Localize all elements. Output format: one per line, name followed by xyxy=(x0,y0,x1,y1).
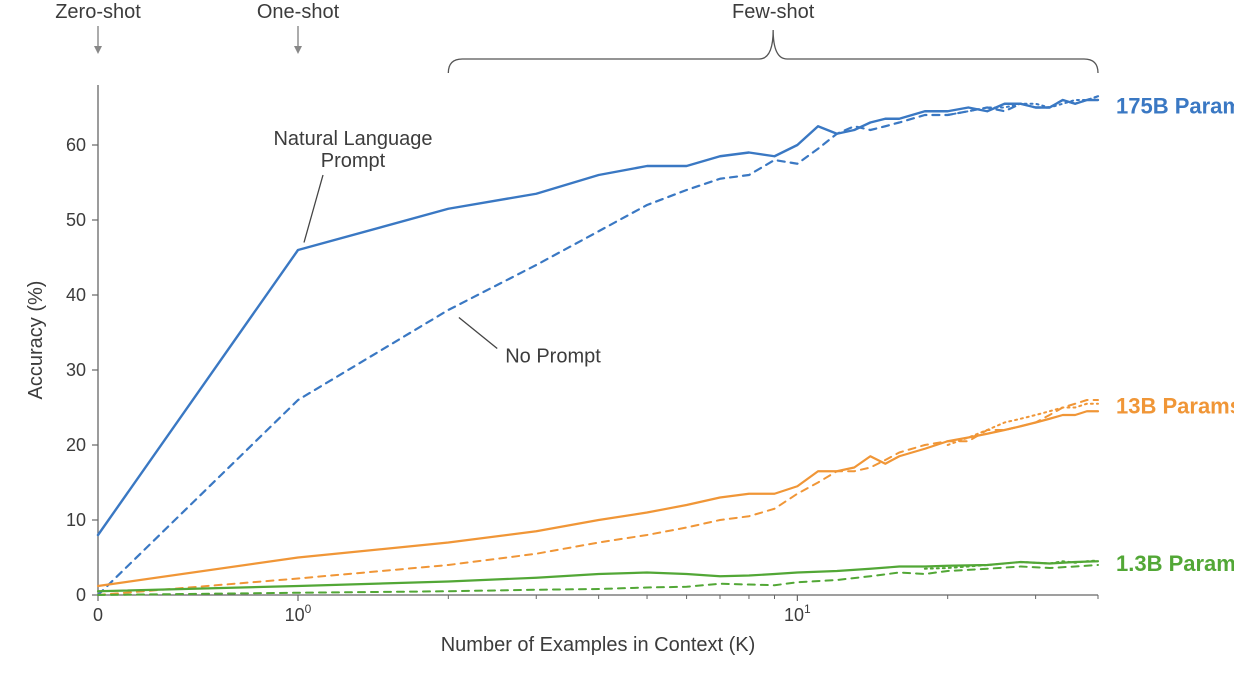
y-axis-title: Accuracy (%) xyxy=(25,281,47,400)
y-tick-label: 30 xyxy=(66,360,86,380)
y-tick-label: 20 xyxy=(66,435,86,455)
annot-natural-language-prompt: Natural Language xyxy=(273,128,432,150)
y-tick-label: 50 xyxy=(66,210,86,230)
series-label: 175B Params xyxy=(1116,94,1234,119)
series-label: 13B Params xyxy=(1116,394,1234,419)
x-tick-label: 0 xyxy=(93,605,103,625)
y-tick-label: 10 xyxy=(66,510,86,530)
y-tick-label: 40 xyxy=(66,285,86,305)
label-one-shot: One-shot xyxy=(257,1,340,23)
annot-natural-language-prompt: Prompt xyxy=(321,150,386,172)
chart-svg: 0102030405060Accuracy (%)0100101Number o… xyxy=(0,0,1234,684)
x-axis-title: Number of Examples in Context (K) xyxy=(441,634,756,656)
label-few-shot: Few-shot xyxy=(732,1,815,23)
y-tick-label: 0 xyxy=(76,585,86,605)
y-tick-label: 60 xyxy=(66,135,86,155)
label-zero-shot: Zero-shot xyxy=(55,1,141,23)
annot-no-prompt: No Prompt xyxy=(505,346,601,368)
chart-root: 0102030405060Accuracy (%)0100101Number o… xyxy=(0,0,1234,684)
series-label: 1.3B Params xyxy=(1116,551,1234,576)
